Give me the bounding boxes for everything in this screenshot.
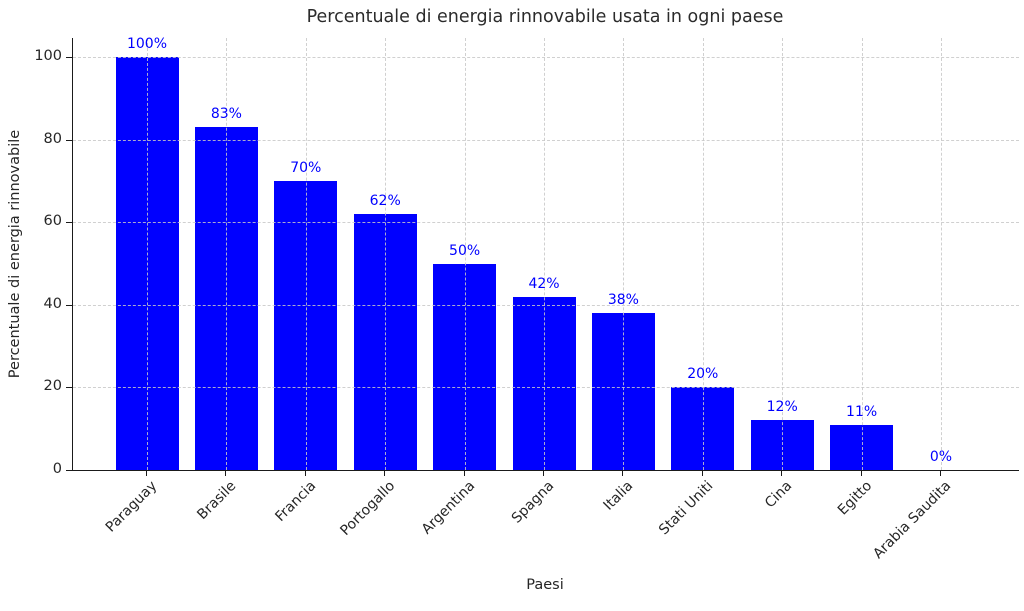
x-tick-mark (146, 471, 147, 476)
y-tick-mark (66, 387, 72, 389)
y-tick-mark (66, 139, 72, 141)
bar-value-label: 11% (846, 403, 878, 420)
bar-value-label: 100% (126, 36, 168, 52)
x-gridline (147, 38, 148, 470)
y-gridline (73, 304, 1019, 306)
y-tick-mark (66, 470, 72, 471)
x-tick-mark (781, 471, 783, 476)
y-tick-label: 0 (52, 461, 62, 477)
y-axis-label: Percentuale di energia rinnovabile (7, 129, 23, 379)
y-tick-label: 20 (43, 378, 62, 395)
y-gridline (73, 57, 1019, 58)
bar-value-label: 62% (369, 192, 401, 209)
bar-value-label: 83% (210, 106, 242, 123)
bar-value-label: 12% (766, 399, 798, 416)
y-gridline (73, 222, 1019, 224)
x-gridline (226, 38, 228, 470)
x-tick-mark (622, 471, 624, 476)
x-tick-mark (701, 471, 703, 476)
y-tick-mark (66, 57, 72, 58)
x-gridline (623, 38, 625, 470)
x-tick-mark (384, 471, 386, 476)
x-tick-mark (860, 471, 862, 476)
y-tick-label: 40 (43, 295, 62, 312)
bar-value-label: 70% (290, 159, 322, 176)
bar-value-label: 42% (528, 275, 560, 292)
x-gridline (861, 38, 863, 470)
bar-value-label: 20% (687, 366, 719, 383)
x-gridline (544, 38, 545, 470)
x-tick-mark (463, 471, 465, 476)
x-gridline (941, 38, 942, 470)
x-tick-mark (940, 471, 941, 476)
chart-title: Percentuale di energia rinnovabile usata… (306, 7, 784, 27)
y-tick-label: 80 (43, 130, 62, 147)
x-tick-mark (543, 471, 544, 476)
x-gridline (702, 38, 704, 470)
x-gridline (305, 38, 307, 470)
y-gridline (73, 139, 1019, 141)
x-gridline (464, 38, 466, 470)
x-tick-mark (225, 471, 227, 476)
bar-value-label: 0% (929, 449, 953, 465)
x-gridline (385, 38, 387, 470)
plot-area: 100% 83% 70% 62% 50% 42% 38% 20% 12% 11% 0% (72, 36, 1019, 471)
bar-value-label: 38% (607, 292, 639, 309)
x-gridline (782, 38, 784, 470)
y-tick-mark (66, 304, 72, 306)
y-gridline (73, 387, 1019, 389)
x-tick-mark (304, 471, 306, 476)
x-axis-label: Paesi (526, 577, 564, 593)
y-tick-label: 100 (34, 48, 62, 64)
y-tick-mark (66, 222, 72, 224)
bar-value-label: 50% (449, 242, 481, 259)
y-tick-label: 60 (43, 213, 62, 230)
